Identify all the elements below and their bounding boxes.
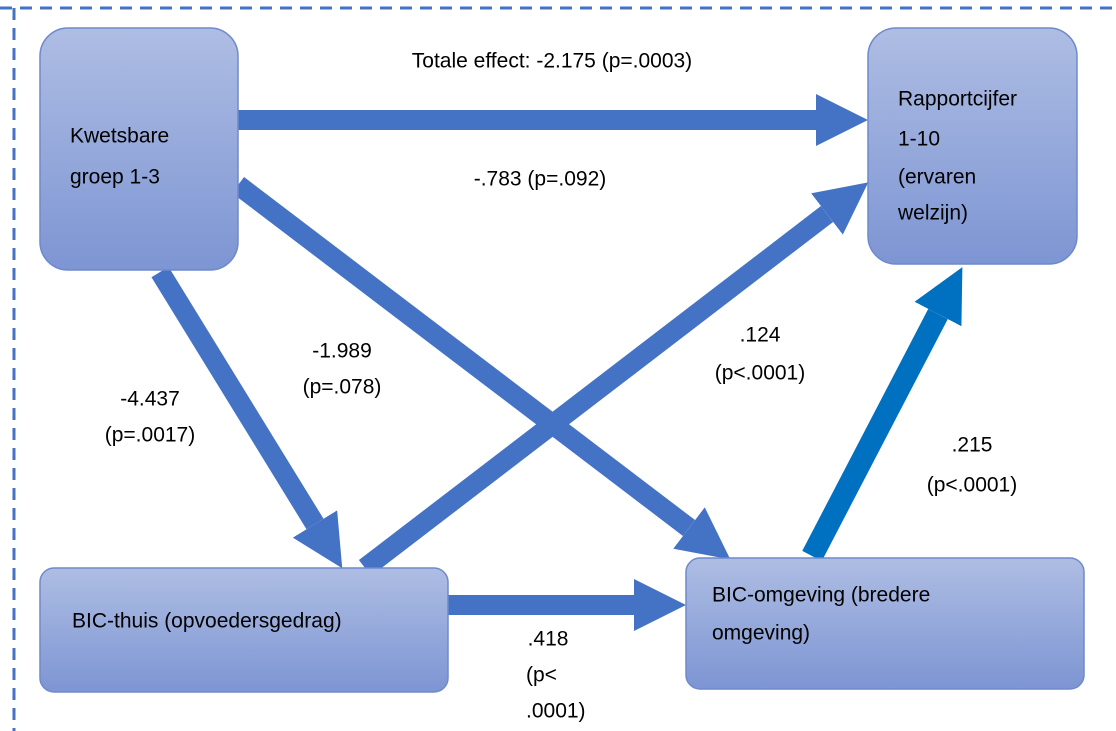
node-label: Rapportcijfer	[898, 88, 1017, 111]
node-label: groep 1-3	[70, 166, 160, 189]
node-label: (ervaren	[898, 166, 976, 189]
node-label: BIC-thuis (opvoedersgedrag)	[72, 610, 342, 633]
node-box	[39, 567, 449, 693]
edge-label: (p=.078)	[303, 376, 382, 399]
edge-label: (p<	[526, 664, 557, 687]
arrows	[151, 94, 963, 631]
edge-label: .418	[528, 628, 569, 651]
node-label: omgeving)	[712, 622, 810, 645]
node-label: BIC-omgeving (bredere	[712, 584, 930, 607]
edge-label: (p=.0017)	[105, 424, 195, 447]
arrow	[802, 267, 963, 562]
arrow	[231, 177, 731, 560]
node-label: Kwetsbare	[70, 125, 169, 148]
edge-label: Totale effect: -2.175 (p=.0003)	[412, 50, 692, 73]
arrow	[358, 182, 869, 576]
edge-label: -4.437	[120, 388, 180, 411]
edge-label: -.783 (p=.092)	[474, 168, 607, 191]
edge-label: (p<.0001)	[715, 362, 805, 385]
edge-label: .215	[952, 434, 993, 457]
node-label: 1-10	[898, 128, 940, 151]
edge-label: (p<.0001)	[927, 474, 1017, 497]
edge-label: .0001)	[526, 700, 586, 723]
frame	[0, 6, 1116, 731]
node-box	[39, 27, 239, 271]
arrow	[151, 266, 343, 569]
edge-label: .124	[740, 324, 781, 347]
boxes	[39, 27, 1085, 693]
edge-label: -1.989	[312, 340, 372, 363]
node-box	[685, 557, 1085, 690]
node-label: welzijn)	[897, 202, 968, 225]
node-box	[867, 27, 1078, 265]
